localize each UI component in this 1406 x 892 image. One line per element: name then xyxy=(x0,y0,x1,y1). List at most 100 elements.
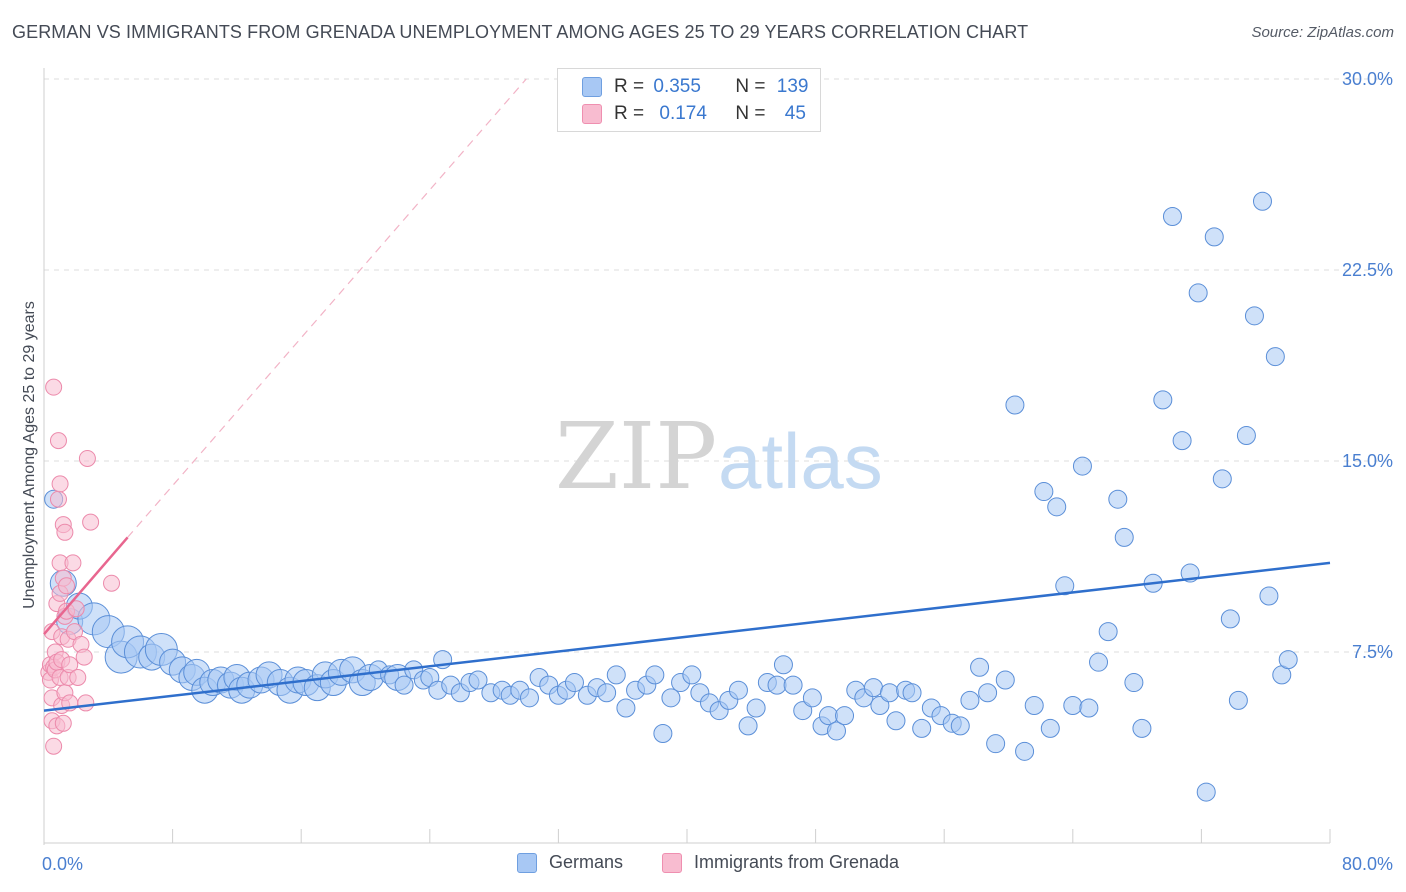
germans-point xyxy=(835,706,855,726)
r-label: R = xyxy=(614,103,650,124)
germans-point xyxy=(978,683,998,703)
grenada-point xyxy=(67,600,85,618)
stats-row-germans: R = 0.355 N = 139 xyxy=(582,73,808,101)
germans-point xyxy=(394,675,414,695)
germans-point xyxy=(1015,741,1035,761)
germans-points xyxy=(44,191,1298,802)
germans-point xyxy=(1072,456,1092,476)
chart-title: GERMAN VS IMMIGRANTS FROM GRENADA UNEMPL… xyxy=(12,22,1029,42)
stats-row-grenada: R = 0.174 N = 45 xyxy=(582,100,806,128)
germans-point xyxy=(1265,347,1285,367)
trend-extensions xyxy=(127,78,527,538)
grenada-point xyxy=(49,490,67,508)
germans-point xyxy=(970,657,990,677)
stats-legend: R = 0.355 N = 139 R = 0.174 N = 45 xyxy=(557,68,821,132)
germans-point xyxy=(1236,426,1256,446)
germans-point xyxy=(1034,482,1054,502)
germans-point xyxy=(863,678,883,698)
germans-trend-line xyxy=(43,561,1331,712)
germans-point xyxy=(1244,306,1264,326)
germans-point xyxy=(1188,283,1208,303)
legend-item-grenada: Immigrants from Grenada xyxy=(662,852,899,873)
germans-swatch xyxy=(582,77,602,97)
germans-point xyxy=(1024,695,1044,715)
y-tick-label: 7.5% xyxy=(1352,642,1393,662)
germans-point xyxy=(1252,191,1272,211)
germans-point xyxy=(767,675,787,695)
germans-point xyxy=(902,683,922,703)
grenada-point xyxy=(82,513,100,531)
germans-point xyxy=(597,683,617,703)
germans-point xyxy=(682,665,702,685)
germans-point xyxy=(1040,718,1060,738)
germans-point xyxy=(995,670,1015,690)
trend-lines xyxy=(43,536,1331,712)
grenada-point xyxy=(58,577,76,595)
grenada-legend-swatch xyxy=(662,852,682,873)
germans-point xyxy=(653,723,673,743)
germans-point xyxy=(1124,673,1144,693)
germans-point xyxy=(468,670,488,690)
n-value: 45 xyxy=(784,103,806,124)
grenada-point xyxy=(56,523,74,541)
x-tick-label: 0.0% xyxy=(42,854,83,874)
grenada-point xyxy=(61,656,79,674)
grenada-points xyxy=(40,378,121,755)
grenada-point xyxy=(54,714,72,732)
source-label: Source: ZipAtlas.com xyxy=(1251,24,1394,41)
germans-point xyxy=(1098,622,1118,642)
germans-point xyxy=(1212,469,1232,489)
germans-point xyxy=(773,655,793,675)
n-value: 139 xyxy=(776,76,809,97)
germans-point xyxy=(912,718,932,738)
germans-point xyxy=(960,690,980,710)
y-tick-label: 15.0% xyxy=(1342,451,1393,471)
germans-point xyxy=(1114,527,1134,547)
germans-point xyxy=(606,665,626,685)
germans-point xyxy=(1132,718,1152,738)
n-label: N = xyxy=(735,103,771,124)
germans-point xyxy=(728,680,748,700)
legend-label-germans: Germans xyxy=(549,852,624,872)
germans-point xyxy=(1055,576,1075,596)
x-tick-label: 80.0% xyxy=(1342,854,1393,874)
y-tick-label: 22.5% xyxy=(1342,260,1393,280)
x-tick-labels: 0.0% 80.0% xyxy=(42,854,1393,874)
grenada-point xyxy=(45,378,63,396)
n-label: N = xyxy=(735,76,771,97)
germans-point xyxy=(1220,609,1240,629)
grenada-trend-extension xyxy=(127,78,527,538)
legend-label-grenada: Immigrants from Grenada xyxy=(694,852,900,872)
grenada-point xyxy=(49,432,67,450)
germans-point xyxy=(1079,698,1099,718)
germans-point xyxy=(1259,586,1279,606)
germans-point xyxy=(645,665,665,685)
watermark-zip: ZIP xyxy=(555,403,717,510)
germans-point xyxy=(793,701,813,721)
germans-point xyxy=(519,688,539,708)
germans-point xyxy=(661,688,681,708)
y-tick-label: 30.0% xyxy=(1342,69,1393,89)
germans-point xyxy=(1196,782,1216,802)
axes xyxy=(43,68,1331,845)
watermark-atlas: atlas xyxy=(718,417,883,505)
grenada-point xyxy=(103,574,121,592)
r-value: 0.355 xyxy=(653,76,701,97)
legend-item-germans: Germans xyxy=(517,852,623,873)
germans-point xyxy=(1047,497,1067,517)
germans-point xyxy=(616,698,636,718)
germans-point xyxy=(746,698,766,718)
germans-point xyxy=(1063,695,1083,715)
germans-point xyxy=(1005,395,1025,415)
watermark: ZIP atlas xyxy=(555,403,883,510)
germans-point xyxy=(738,716,758,736)
grenada-point xyxy=(78,449,96,467)
grenada-point xyxy=(64,554,82,572)
bottom-legend: Germans Immigrants from Grenada xyxy=(0,852,1406,878)
germans-point xyxy=(783,675,803,695)
germans-point xyxy=(1089,652,1109,672)
germans-legend-swatch xyxy=(517,852,537,873)
grenada-point xyxy=(45,737,63,755)
germans-point xyxy=(880,683,900,703)
